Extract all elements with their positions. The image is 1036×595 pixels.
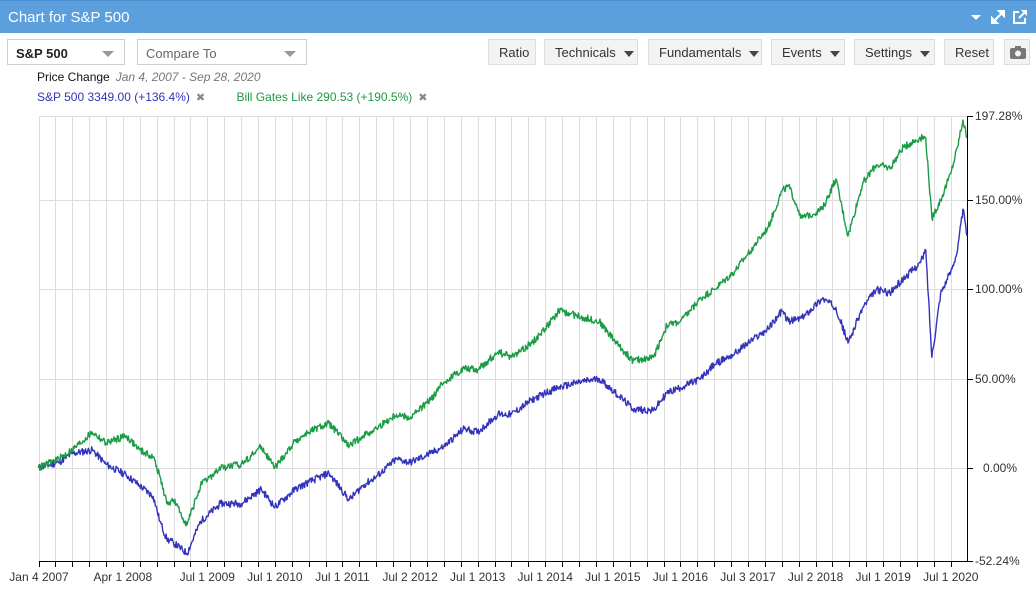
settings-button-label: Settings bbox=[865, 45, 912, 60]
ratio-button-label: Ratio bbox=[499, 45, 530, 60]
window-titlebar: Chart for S&P 500 bbox=[0, 0, 1036, 33]
caret-down-icon bbox=[919, 50, 930, 57]
window-title: Chart for S&P 500 bbox=[8, 9, 130, 26]
x-axis-tick-label: Jul 1 2009 bbox=[179, 570, 235, 584]
events-button-label: Events bbox=[782, 45, 822, 60]
date-range: Jan 4, 2007 - Sep 28, 2020 bbox=[115, 70, 261, 84]
reset-button-label: Reset bbox=[955, 45, 989, 60]
chevron-down-icon bbox=[102, 51, 114, 57]
x-axis-tick-label: Apr 1 2008 bbox=[93, 570, 153, 584]
titlebar-icons bbox=[968, 9, 1028, 25]
x-axis-tick-label: Jul 3 2017 bbox=[720, 570, 776, 584]
y-axis-tick-label: 100.00% bbox=[975, 282, 1023, 297]
price-change-label: Price Change bbox=[37, 70, 110, 84]
screenshot-button[interactable] bbox=[1004, 39, 1030, 65]
fundamentals-button[interactable]: Fundamentals bbox=[648, 39, 762, 65]
expand-icon[interactable] bbox=[990, 9, 1006, 25]
x-axis-tick-label: Jul 1 2010 bbox=[247, 570, 303, 584]
chevron-down-icon bbox=[284, 51, 296, 57]
x-axis-tick-label: Jul 1 2020 bbox=[923, 570, 979, 584]
caret-down-icon bbox=[829, 50, 840, 57]
x-axis-tick-label: Jul 1 2011 bbox=[315, 570, 370, 584]
legend-series-sp500: S&P 500 3349.00 (+136.4%) bbox=[37, 90, 190, 104]
y-axis-tick-label: 197.28% bbox=[975, 109, 1023, 123]
ratio-button[interactable]: Ratio bbox=[488, 39, 536, 65]
x-axis-tick-label: Jul 2 2018 bbox=[787, 570, 844, 584]
y-axis-tick-label: 150.00% bbox=[975, 193, 1023, 208]
x-axis-tick-label: Jul 1 2013 bbox=[449, 570, 506, 584]
caret-down-icon bbox=[749, 50, 760, 57]
caret-down-icon bbox=[623, 50, 634, 57]
symbol-select-value: S&P 500 bbox=[16, 46, 68, 61]
y-axis-tick-label: 50.00% bbox=[975, 371, 1016, 386]
x-axis-tick-label: Jan 4 2007 bbox=[9, 570, 69, 584]
x-axis-tick-label: Jul 2 2012 bbox=[382, 570, 438, 584]
chart-legend: Price Change Jan 4, 2007 - Sep 28, 2020 S… bbox=[37, 70, 427, 106]
x-axis-tick-label: Jul 1 2014 bbox=[517, 570, 573, 584]
x-axis-tick-label: Jul 1 2016 bbox=[652, 570, 709, 584]
settings-button[interactable]: Settings bbox=[854, 39, 935, 65]
camera-icon bbox=[1010, 46, 1026, 59]
x-axis-tick-label: Jul 1 2019 bbox=[855, 570, 911, 584]
y-axis-tick-label: 0.00% bbox=[983, 460, 1018, 475]
technicals-button-label: Technicals bbox=[555, 45, 616, 60]
compare-to-placeholder: Compare To bbox=[146, 46, 217, 61]
x-axis-tick-label: Jul 1 2015 bbox=[585, 570, 641, 584]
legend-series-bill-gates-like: Bill Gates Like 290.53 (+190.5%) bbox=[236, 90, 413, 104]
chart-toolbar: S&P 500 Compare To Ratio Technicals Fund… bbox=[0, 38, 1036, 66]
fundamentals-button-label: Fundamentals bbox=[659, 45, 742, 60]
symbol-select[interactable]: S&P 500 bbox=[7, 39, 125, 65]
remove-series-bill-gates-like-icon[interactable]: ✖ bbox=[418, 92, 428, 104]
events-button[interactable]: Events bbox=[771, 39, 845, 65]
remove-series-sp500-icon[interactable]: ✖ bbox=[195, 92, 206, 104]
compare-to-select[interactable]: Compare To bbox=[137, 39, 307, 65]
reset-button[interactable]: Reset bbox=[944, 39, 994, 65]
y-axis-tick-label: -52.24% bbox=[975, 554, 1020, 568]
collapse-caret-icon[interactable] bbox=[968, 9, 984, 25]
technicals-button[interactable]: Technicals bbox=[544, 39, 638, 65]
popout-icon[interactable] bbox=[1012, 9, 1028, 25]
